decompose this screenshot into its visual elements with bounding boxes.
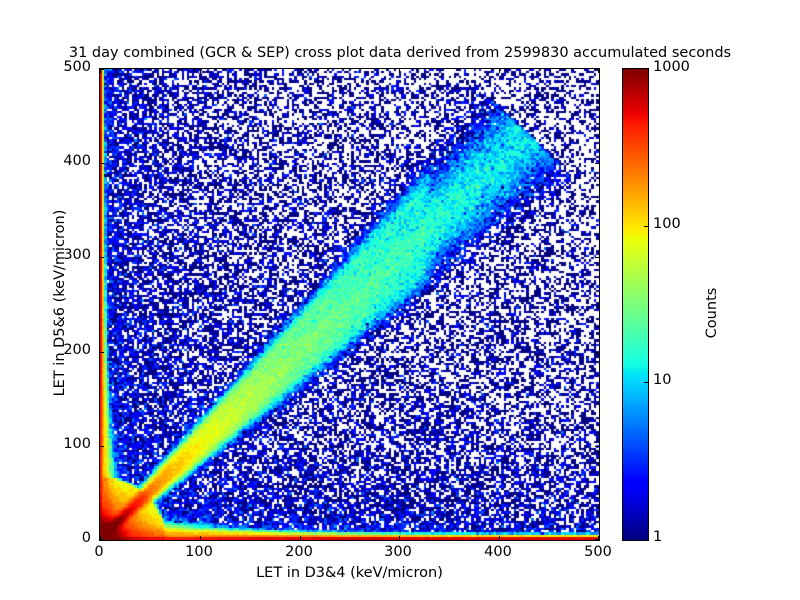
y-tick-mark — [595, 352, 599, 353]
x-tick-mark — [300, 536, 301, 540]
y-tick-mark — [595, 69, 599, 70]
x-tick-label: 400 — [484, 544, 512, 560]
main-axes — [99, 68, 600, 541]
y-tick-mark — [100, 446, 104, 447]
x-tick-mark — [200, 69, 201, 73]
colorbar — [622, 68, 649, 541]
x-tick-mark — [100, 69, 101, 73]
y-tick-mark — [595, 539, 599, 540]
y-tick-label: 100 — [63, 436, 91, 452]
y-tick-label: 400 — [63, 153, 91, 169]
y-tick-label: 500 — [63, 59, 91, 75]
y-tick-mark — [595, 446, 599, 447]
x-tick-mark — [200, 536, 201, 540]
x-tick-mark — [598, 69, 599, 73]
y-tick-label: 0 — [81, 530, 91, 546]
y-tick-mark — [100, 69, 104, 70]
colorbar-label: Counts — [704, 287, 720, 339]
colorbar-tick-label: 1000 — [653, 59, 690, 75]
y-tick-label: 300 — [63, 247, 91, 263]
y-tick-mark — [100, 539, 104, 540]
plot-title-line-1: 31 day combined (GCR & SEP) cross plot d… — [68, 45, 732, 61]
y-tick-label: 200 — [63, 342, 91, 358]
colorbar-tick-label: 10 — [653, 372, 672, 388]
x-tick-mark — [499, 69, 500, 73]
y-tick-mark — [100, 257, 104, 258]
x-tick-mark — [399, 69, 400, 73]
x-tick-mark — [100, 536, 101, 540]
x-tick-label: 200 — [285, 544, 313, 560]
x-tick-label: 500 — [584, 544, 612, 560]
y-axis-label: LET in D5&6 (keV/micron) — [52, 209, 68, 397]
scatter-heatmap-canvas — [100, 69, 599, 540]
colorbar-gradient-canvas — [623, 69, 648, 540]
x-axis-label: LET in D3&4 (keV/micron) — [256, 565, 443, 581]
colorbar-tick-label: 1 — [653, 529, 663, 545]
y-tick-mark — [595, 257, 599, 258]
x-tick-mark — [300, 69, 301, 73]
x-tick-label: 0 — [94, 544, 104, 560]
x-tick-mark — [499, 536, 500, 540]
x-tick-label: 100 — [185, 544, 213, 560]
x-tick-mark — [598, 536, 599, 540]
x-tick-label: 300 — [384, 544, 412, 560]
y-tick-mark — [595, 163, 599, 164]
x-tick-mark — [399, 536, 400, 540]
y-tick-mark — [100, 352, 104, 353]
y-tick-mark — [100, 163, 104, 164]
colorbar-tick-mark — [644, 226, 648, 227]
colorbar-tick-label: 100 — [653, 216, 681, 232]
colorbar-tick-mark — [644, 382, 648, 383]
